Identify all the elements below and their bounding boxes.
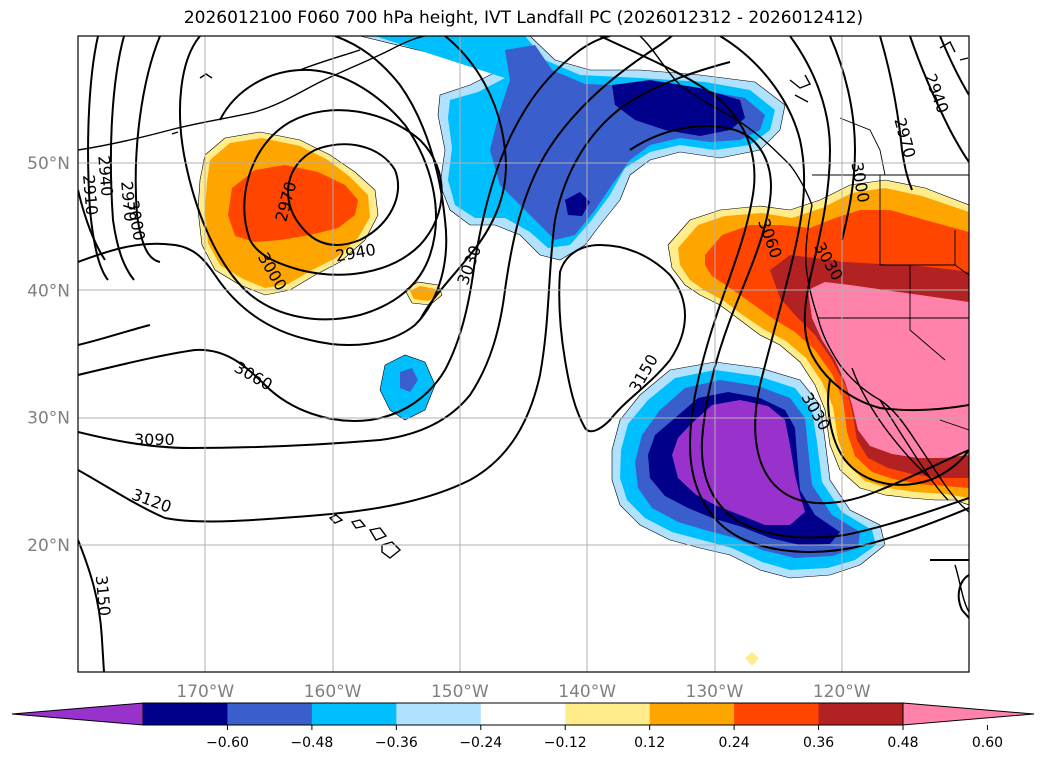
contour-2940e <box>909 36 969 163</box>
gridlines <box>78 36 969 672</box>
colorbar-swatch <box>227 703 313 725</box>
lat-tick-label: 30°N <box>27 409 70 429</box>
colorbar: −0.60 −0.48 −0.36 −0.24 −0.12 0.12 0.24 0.36 0.4… <box>11 702 1035 751</box>
height-contours <box>78 36 969 672</box>
colorbar-label: −0.12 <box>544 735 587 751</box>
contour-3030e-low <box>827 379 969 486</box>
contour-2940-low <box>287 143 400 246</box>
colorbar-swatch <box>311 703 397 725</box>
colorbar-label: −0.48 <box>290 735 333 751</box>
contour-3030 <box>78 36 448 346</box>
ivt-positive-shading <box>197 131 969 666</box>
colorbar-swatch <box>143 703 228 725</box>
contour-3060b <box>78 324 151 346</box>
contour-3000-low <box>179 36 437 321</box>
colorbar-label: 0.24 <box>719 735 750 751</box>
contour-2970-low <box>243 109 443 276</box>
colorbar-label: −0.24 <box>459 735 502 751</box>
contour-label: 2910 <box>79 174 101 216</box>
colorbar-label: 0.36 <box>803 735 834 751</box>
colorbar-label: −0.36 <box>375 735 418 751</box>
contour-3030e <box>789 36 969 412</box>
contour-3150w <box>78 539 105 672</box>
colorbar-label: 0.48 <box>887 735 918 751</box>
lat-tick-label: 40°N <box>27 281 70 301</box>
lon-tick-label: 150°W <box>431 682 489 702</box>
lat-tick-labels: 50°N 40°N 30°N 20°N <box>27 154 70 556</box>
colorbar-label: −0.60 <box>206 735 249 751</box>
colorbar-swatch <box>649 703 735 725</box>
lat-tick-label: 20°N <box>27 536 70 556</box>
colorbar-label: 0.12 <box>634 735 665 751</box>
contour-2910e <box>939 36 969 96</box>
colorbar-swatch <box>480 703 566 725</box>
coastlines <box>78 36 969 613</box>
contour-3120 <box>78 61 731 523</box>
contour-3150c <box>558 243 686 433</box>
colorbar-outline <box>142 702 904 726</box>
contour-se <box>957 574 969 619</box>
contour-2910b <box>78 189 106 261</box>
colorbar-extend-high <box>902 702 1035 726</box>
lat-tick-label: 50°N <box>27 154 70 174</box>
colorbar-swatch <box>396 703 482 725</box>
plot-frame <box>77 35 970 673</box>
contour-3060 <box>78 36 611 422</box>
contour-label: 3150 <box>92 575 114 617</box>
contour-3090e <box>599 36 969 553</box>
colorbar-swatch <box>734 703 820 725</box>
contour-2940 <box>109 36 135 281</box>
colorbar-swatch <box>818 703 904 725</box>
contour-3030b <box>419 36 507 321</box>
borders <box>812 117 969 431</box>
colorbar-swatch <box>565 703 651 725</box>
lon-tick-labels: 170°W 160°W 150°W 140°W 130°W 120°W <box>176 682 870 702</box>
contour-label: 3090 <box>134 430 175 449</box>
colorbar-extend-low <box>11 702 144 726</box>
contour-3060e <box>719 36 969 505</box>
lon-tick-label: 160°W <box>304 682 362 702</box>
contour-label: 2940 <box>94 155 116 197</box>
lon-tick-label: 120°W <box>813 682 871 702</box>
map-title: 2026012100 F060 700 hPa height, IVT Land… <box>183 8 864 28</box>
lon-tick-label: 130°W <box>686 682 744 702</box>
contour-2970 <box>134 36 161 263</box>
contour-label: 2970 <box>117 180 139 222</box>
colorbar-label: 0.60 <box>972 735 1003 751</box>
contour-2970e <box>879 36 913 191</box>
contour-3090 <box>78 36 673 450</box>
lon-tick-label: 170°W <box>176 682 234 702</box>
lon-tick-label: 140°W <box>558 682 616 702</box>
contour-2910 <box>87 36 109 281</box>
